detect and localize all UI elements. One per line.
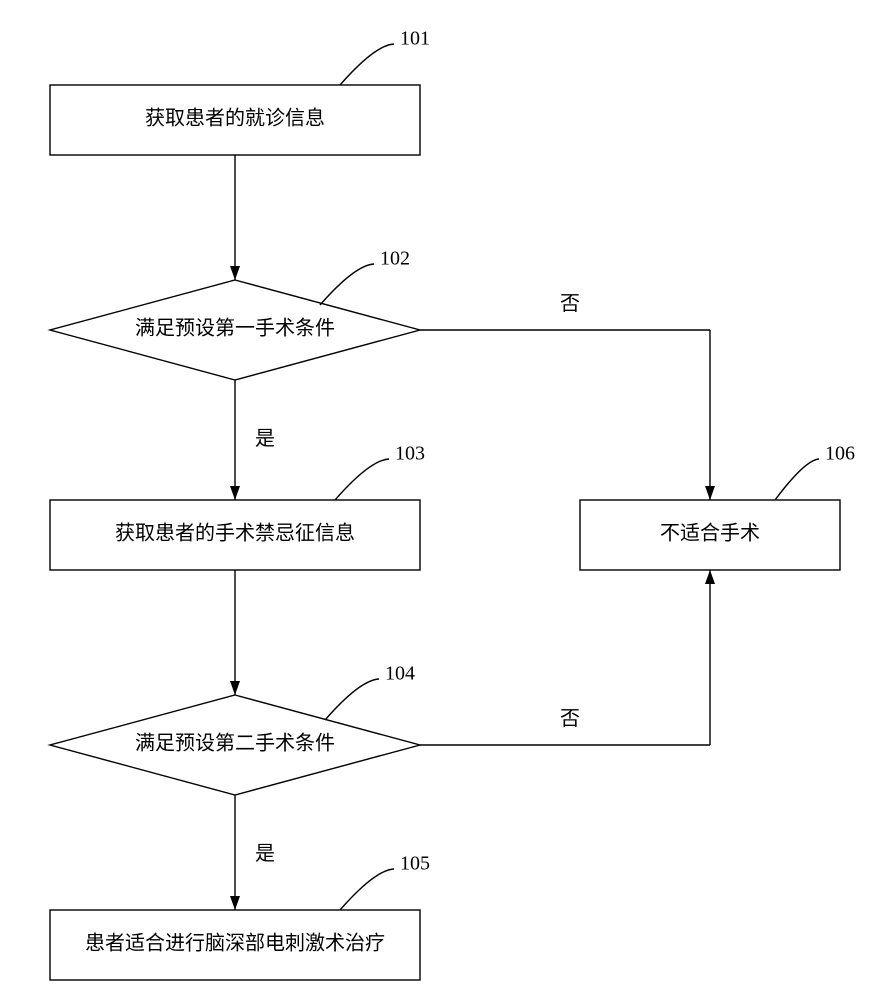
node-label: 不适合手术 xyxy=(660,522,760,545)
flow-node-104: 满足预设第二手术条件 xyxy=(50,695,420,795)
flow-node-103: 获取患者的手术禁忌征信息 xyxy=(50,500,420,570)
flow-node-101: 获取患者的就诊信息 xyxy=(50,85,420,155)
flow-node-105: 患者适合进行脑深部电刺激术治疗 xyxy=(50,910,420,980)
callout-leader xyxy=(325,679,379,720)
callout-leader xyxy=(775,459,819,500)
flow-node-102: 满足预设第一手术条件 xyxy=(50,280,420,380)
callout-label: 102 xyxy=(380,248,410,270)
nodes-layer: 获取患者的就诊信息满足预设第一手术条件获取患者的手术禁忌征信息满足预设第二手术条… xyxy=(50,85,840,980)
node-label: 患者适合进行脑深部电刺激术治疗 xyxy=(85,932,385,955)
callouts-layer: 101 102 103 104 105 106 xyxy=(320,28,855,910)
callout-label: 106 xyxy=(825,443,855,465)
callout-leader xyxy=(335,459,389,500)
edge-label: 否 xyxy=(560,293,580,315)
edge-label: 是 xyxy=(255,843,275,865)
node-label: 获取患者的就诊信息 xyxy=(145,107,325,130)
node-label: 获取患者的手术禁忌征信息 xyxy=(115,522,355,545)
callout-leader xyxy=(320,264,374,305)
node-label: 满足预设第二手术条件 xyxy=(135,732,335,755)
edge-label: 是 xyxy=(255,428,275,450)
callout-leader xyxy=(340,869,394,910)
callout-label: 101 xyxy=(400,28,430,50)
callout-label: 105 xyxy=(400,853,430,875)
callout-label: 103 xyxy=(395,443,425,465)
edge-label: 否 xyxy=(560,708,580,730)
callout-label: 104 xyxy=(385,663,415,685)
flow-node-106: 不适合手术 xyxy=(580,500,840,570)
callout-leader xyxy=(340,44,394,85)
node-label: 满足预设第一手术条件 xyxy=(135,317,335,340)
